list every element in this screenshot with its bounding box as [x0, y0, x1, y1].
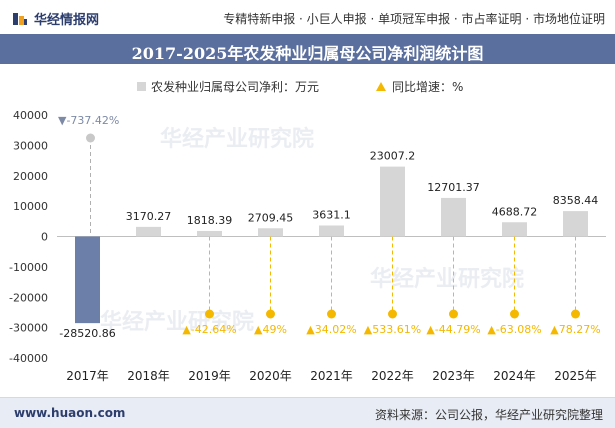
growth-point	[205, 309, 214, 319]
x-tick-label: 2025年	[554, 369, 597, 383]
y-tick-label: 30000	[13, 139, 48, 152]
growth-point	[449, 309, 458, 319]
growth-label: ▲34.02%	[306, 323, 356, 336]
growth-label: ▲533.61%	[364, 323, 421, 336]
top-bar: 华经情报网 专精特新申报 · 小巨人申报 · 单项冠军申报 · 市占率证明 · …	[0, 0, 615, 35]
footer-source: 资料来源：公司公报，华经产业研究院整理	[374, 408, 603, 422]
bar-value-label: 2709.45	[248, 211, 294, 224]
growth-series: ▼-737.42% ▲-42.64% ▲49% ▲34.02% ▲533.61% ▲-44…	[58, 114, 601, 336]
y-tick-label: 40000	[13, 109, 48, 122]
growth-label: ▼-737.42%	[58, 114, 119, 127]
bar-value-label: 3170.27	[126, 210, 172, 223]
growth-point	[327, 309, 336, 319]
chart-area: 华经产业研究院 华经产业研究院 华经产业研究院 农发种业归属母公司净利：万元 同…	[9, 79, 606, 383]
bar-series: -28520.86 3170.27 1818.39 2709.45 3631.1 2300…	[59, 150, 598, 341]
x-tick-label: 2020年	[249, 369, 292, 383]
bar-value-label: -28520.86	[59, 327, 115, 340]
x-tick-label: 2023年	[432, 369, 475, 383]
logo[interactable]: 华经情报网	[12, 9, 99, 28]
legend-growth-label: 同比增速：%	[392, 80, 463, 94]
footer-url[interactable]: www.huaon.com	[14, 406, 126, 420]
bar	[441, 197, 466, 237]
bar-value-label: 4688.72	[492, 205, 538, 218]
bar	[502, 222, 527, 237]
bar	[197, 230, 222, 237]
growth-label: ▲-44.79%	[426, 323, 480, 336]
bar	[563, 211, 588, 237]
legend: 农发种业归属母公司净利：万元 同比增速：%	[137, 79, 463, 94]
growth-label: ▲49%	[254, 323, 287, 336]
legend-growth-marker	[376, 82, 386, 91]
watermark-text: 华经产业研究院	[100, 309, 254, 335]
y-tick-label: -20000	[9, 291, 48, 304]
watermark-layer: 华经产业研究院 华经产业研究院 华经产业研究院	[100, 126, 524, 335]
x-tick-label: 2019年	[188, 369, 231, 383]
y-tick-label: -30000	[9, 322, 48, 335]
bar	[319, 225, 344, 237]
x-tick-label: 2018年	[127, 369, 170, 383]
bar	[380, 166, 405, 237]
site-name: 华经情报网	[34, 13, 100, 28]
watermark-text: 华经产业研究院	[160, 126, 314, 152]
y-tick-label: -10000	[9, 261, 48, 274]
y-tick-label: 20000	[13, 170, 48, 183]
bar-value-label: 3631.1	[312, 208, 351, 221]
growth-label: ▲78.27%	[550, 323, 600, 336]
growth-label: ▲-42.64%	[182, 323, 236, 336]
growth-point	[388, 309, 397, 319]
growth-point	[86, 133, 95, 143]
top-links[interactable]: 专精特新申报 · 小巨人申报 · 单项冠军申报 · 市占率证明 · 市场地位证明	[223, 12, 605, 26]
legend-bar-swatch	[137, 82, 146, 91]
x-axis: 2017年 2018年 2019年 2020年 2021年 2022年 2023年 2024年…	[66, 369, 597, 383]
bar	[136, 226, 161, 237]
y-tick-label: -40000	[9, 352, 48, 365]
growth-label: ▲-63.08%	[487, 323, 541, 336]
x-tick-label: 2024年	[493, 369, 536, 383]
bar-value-label: 23007.2	[370, 150, 416, 163]
growth-point	[571, 309, 580, 319]
huajing-logo-icon	[13, 12, 27, 25]
chart-title: 2017-2025年农发种业归属母公司净利润统计图	[131, 44, 484, 63]
watermark-text: 华经产业研究院	[370, 266, 524, 292]
bar-value-label: 8358.44	[553, 194, 599, 207]
bar-value-label: 12701.37	[427, 181, 480, 194]
bar	[75, 236, 100, 324]
footer: www.huaon.com 资料来源：公司公报，华经产业研究院整理	[0, 397, 615, 428]
growth-point	[510, 309, 519, 319]
growth-point	[266, 309, 275, 319]
y-tick-label: 10000	[13, 200, 48, 213]
y-tick-label: 0	[41, 231, 48, 244]
title-bar: 2017-2025年农发种业归属母公司净利润统计图	[0, 34, 615, 64]
bar-value-label: 1818.39	[187, 214, 233, 227]
bar	[258, 228, 283, 237]
legend-bar-label: 农发种业归属母公司净利：万元	[151, 79, 319, 94]
x-tick-label: 2021年	[310, 369, 353, 383]
x-tick-label: 2022年	[371, 369, 414, 383]
x-tick-label: 2017年	[66, 369, 109, 383]
